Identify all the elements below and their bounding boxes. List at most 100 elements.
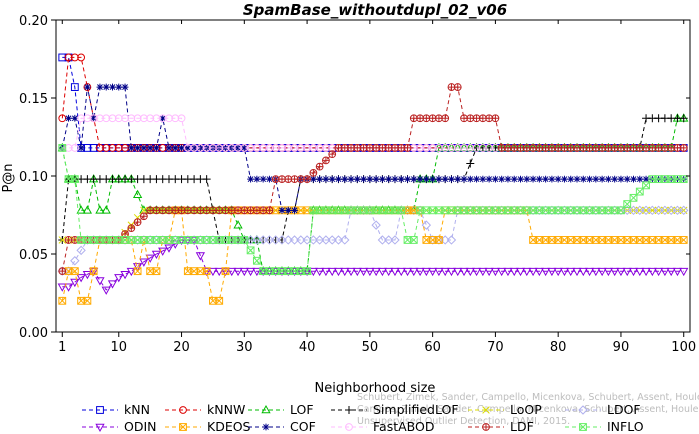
data-point — [77, 114, 86, 123]
data-point — [102, 114, 111, 123]
data-point — [540, 267, 551, 277]
data-point — [233, 267, 243, 277]
data-point — [428, 236, 437, 244]
data-point — [654, 175, 663, 184]
data-point — [473, 175, 480, 183]
data-point — [245, 267, 256, 277]
data-point — [591, 267, 601, 277]
data-point — [535, 236, 544, 244]
data-point — [258, 266, 268, 275]
data-point — [371, 267, 381, 277]
data-point — [673, 236, 682, 244]
data-point — [622, 267, 632, 277]
data-point — [314, 235, 325, 245]
data-point — [523, 175, 531, 183]
data-point — [672, 205, 683, 216]
data-point — [585, 236, 594, 244]
data-point — [459, 267, 469, 277]
data-point — [96, 83, 104, 91]
data-point — [96, 144, 104, 152]
legend-marker — [482, 406, 490, 414]
data-point — [603, 267, 614, 277]
data-point — [303, 206, 311, 215]
data-point — [591, 206, 600, 215]
legend-label: kNNW — [207, 402, 245, 417]
data-point — [441, 175, 449, 183]
data-point — [271, 175, 280, 184]
data-point — [440, 142, 450, 152]
data-point — [491, 114, 500, 123]
data-point — [171, 236, 180, 244]
data-point — [102, 236, 111, 244]
data-point — [402, 205, 413, 214]
data-point — [322, 175, 330, 183]
data-point — [195, 252, 206, 261]
data-point — [114, 114, 123, 123]
data-point — [221, 236, 230, 244]
data-point — [460, 206, 468, 215]
data-point — [585, 206, 594, 215]
data-point — [566, 236, 575, 244]
watermark: Schubert, Zimek, Sander, Campello, Micen… — [357, 392, 699, 427]
x-tick-label: 100 — [671, 340, 696, 355]
data-point — [278, 206, 286, 214]
data-point — [96, 236, 104, 244]
data-point — [427, 267, 438, 277]
data-point — [146, 144, 154, 152]
data-point — [490, 267, 501, 277]
data-point — [628, 267, 639, 277]
data-point — [547, 267, 557, 277]
legend-item-cof: COF — [248, 419, 316, 434]
data-point — [196, 236, 205, 244]
data-point — [252, 235, 262, 245]
data-point — [377, 235, 388, 245]
data-point — [77, 53, 86, 62]
data-point — [64, 144, 73, 152]
data-point — [479, 175, 487, 183]
data-point — [498, 175, 506, 183]
data-point — [378, 206, 387, 215]
legend-label: LoOP — [510, 402, 542, 417]
data-point — [554, 206, 563, 215]
data-point — [390, 235, 400, 245]
data-point — [95, 205, 105, 214]
data-point — [623, 236, 632, 244]
data-point — [578, 267, 588, 277]
data-point — [158, 236, 167, 244]
data-point — [190, 267, 198, 276]
data-point — [70, 256, 80, 266]
data-point — [152, 114, 161, 123]
data-point — [441, 114, 450, 123]
data-point — [334, 206, 343, 215]
data-point — [610, 206, 619, 215]
data-point — [95, 277, 105, 286]
x-tick-label: 40 — [299, 340, 316, 355]
data-point — [208, 267, 218, 277]
data-point — [409, 206, 418, 215]
data-point — [133, 218, 142, 227]
data-point — [472, 144, 481, 152]
data-point — [126, 267, 136, 277]
data-point — [353, 175, 361, 183]
data-point — [642, 236, 650, 244]
data-point — [372, 175, 380, 183]
x-tick-label: 60 — [424, 340, 441, 355]
data-point — [296, 235, 306, 245]
data-point — [70, 267, 79, 276]
data-point — [114, 236, 123, 244]
data-point — [328, 206, 337, 215]
data-point — [58, 144, 67, 152]
data-point — [572, 267, 582, 277]
legend-marker — [179, 423, 187, 431]
data-point — [384, 267, 394, 277]
data-point — [83, 114, 92, 123]
x-tick-label: 90 — [613, 340, 630, 355]
data-point — [258, 235, 268, 245]
data-point — [554, 175, 562, 183]
legend-label: ODIN — [124, 419, 157, 434]
x-tick-label: 10 — [110, 340, 127, 355]
legend: kNN kNNW LOF SimplifiedLOF LoOP LDOF ODIN KDEOS… — [82, 402, 644, 434]
data-point — [277, 235, 287, 245]
data-point — [453, 206, 462, 215]
data-point — [333, 205, 344, 214]
